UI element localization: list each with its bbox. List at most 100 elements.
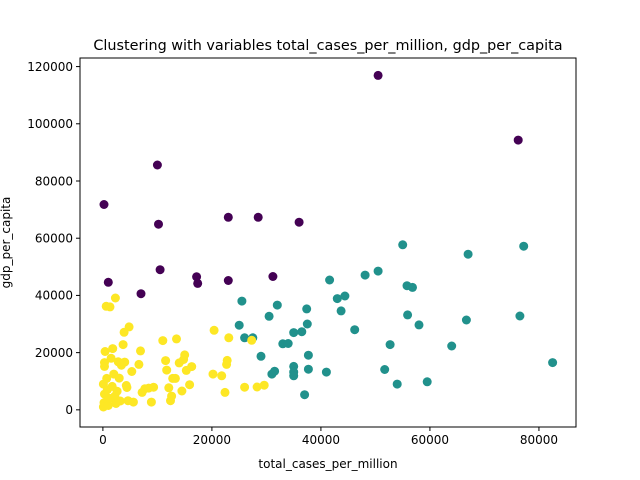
x-axis-label: total_cases_per_million — [258, 457, 397, 471]
data-point — [115, 396, 125, 406]
x-axis-ticks: 0 20000 40000 60000 80000 — [99, 427, 558, 447]
x-tick-label: 20000 — [193, 433, 231, 447]
data-point — [270, 366, 280, 376]
data-point — [158, 336, 168, 346]
data-point — [463, 249, 473, 259]
data-point — [264, 311, 274, 321]
data-point — [240, 382, 250, 392]
data-point — [519, 241, 529, 251]
data-point — [108, 344, 118, 354]
data-point — [100, 347, 110, 356]
data-point — [303, 350, 313, 360]
data-point — [180, 350, 190, 360]
points-layer — [98, 70, 558, 412]
data-point — [234, 320, 244, 330]
data-point — [398, 240, 408, 250]
y-axis-ticks: 0 20000 40000 60000 80000 100000 120000 — [27, 60, 80, 417]
y-tick-label: 40000 — [35, 289, 73, 303]
data-point — [187, 362, 197, 372]
data-point — [114, 373, 124, 383]
data-point — [100, 358, 109, 368]
data-point — [340, 291, 350, 301]
data-point — [222, 355, 232, 365]
data-point — [155, 265, 165, 275]
data-point — [289, 371, 299, 381]
data-point — [99, 200, 109, 209]
x-tick-label: 60000 — [411, 433, 449, 447]
plot-frame — [79, 57, 577, 428]
data-point — [422, 377, 432, 387]
data-point — [373, 266, 383, 276]
chart-title: Clustering with variables total_cases_pe… — [93, 38, 562, 54]
data-point — [136, 289, 146, 299]
data-point — [161, 356, 171, 366]
x-tick-label: 0 — [99, 433, 107, 447]
data-point — [124, 322, 134, 332]
data-point — [223, 276, 233, 285]
data-point — [247, 335, 257, 345]
data-point — [259, 380, 269, 390]
data-point — [128, 397, 138, 407]
data-point — [240, 333, 250, 343]
data-point — [167, 391, 177, 401]
data-point — [224, 333, 234, 343]
y-tick-label: 120000 — [27, 60, 73, 74]
data-point — [253, 212, 263, 222]
data-point — [152, 160, 162, 170]
data-point — [185, 380, 195, 390]
y-axis-label: gdp_per_capita — [0, 197, 13, 289]
data-point — [332, 294, 342, 304]
data-point — [380, 365, 390, 374]
y-tick-label: 80000 — [35, 174, 73, 188]
data-point — [162, 365, 172, 375]
data-point — [513, 135, 523, 145]
data-point — [120, 357, 130, 367]
data-point — [289, 328, 299, 338]
data-point — [106, 353, 116, 363]
data-point — [103, 401, 113, 410]
y-tick-label: 60000 — [35, 232, 73, 246]
x-tick-label: 80000 — [520, 433, 558, 447]
data-point — [118, 340, 128, 350]
data-point — [149, 382, 159, 392]
data-point — [447, 341, 457, 351]
data-point — [392, 379, 402, 389]
data-point — [403, 310, 413, 320]
data-point — [283, 339, 293, 348]
data-point — [102, 373, 112, 383]
data-point — [256, 351, 266, 361]
data-point — [360, 270, 370, 280]
y-tick-label: 0 — [65, 403, 73, 417]
data-point — [302, 319, 312, 329]
data-point — [208, 369, 218, 379]
data-point — [302, 304, 312, 314]
data-point — [321, 367, 331, 377]
data-point — [223, 212, 233, 222]
data-point — [110, 293, 120, 303]
y-tick-label: 20000 — [35, 346, 73, 360]
data-point — [172, 334, 181, 344]
data-point — [272, 300, 282, 310]
data-point — [105, 302, 115, 312]
data-point — [237, 296, 247, 306]
data-point — [177, 386, 187, 396]
data-point — [134, 359, 144, 369]
data-point — [103, 277, 113, 287]
data-point — [220, 387, 230, 397]
data-point — [548, 358, 558, 368]
data-point — [373, 70, 383, 80]
data-point — [268, 272, 278, 281]
data-point — [170, 373, 180, 383]
data-point — [252, 382, 262, 392]
data-point — [127, 367, 137, 376]
data-point — [408, 282, 417, 292]
data-point — [146, 397, 156, 407]
data-point — [122, 383, 132, 392]
y-tick-label: 100000 — [27, 117, 73, 131]
data-point — [300, 390, 310, 400]
x-tick-label: 40000 — [302, 433, 340, 447]
data-point — [414, 320, 424, 330]
data-point — [461, 315, 471, 325]
data-point — [193, 278, 203, 288]
data-point — [136, 346, 145, 356]
